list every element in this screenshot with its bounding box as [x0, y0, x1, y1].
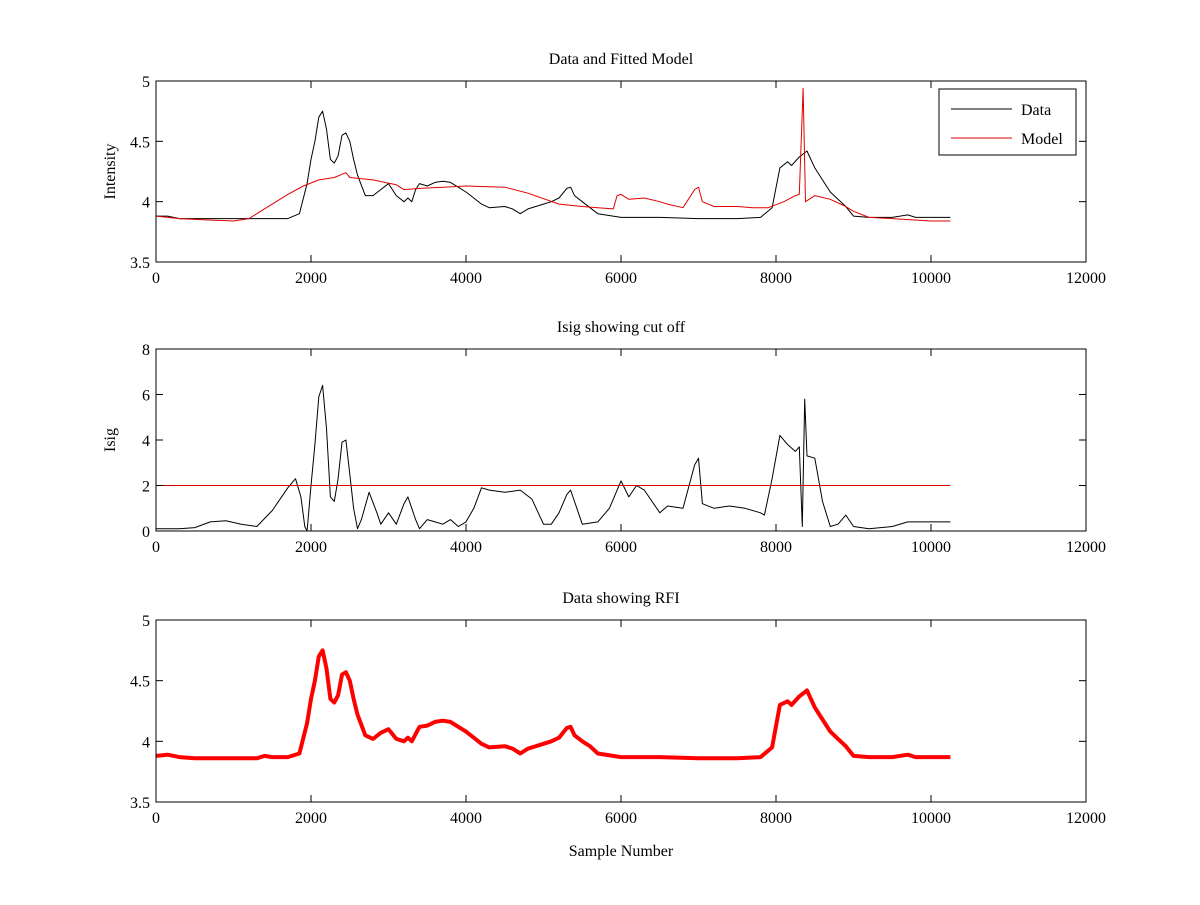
x-tick-label: 4000 [450, 539, 482, 556]
subplot-1: 0 2000 4000 6000 8000 10000 12000 3.5 4 4.5 5 Data … [102, 51, 1106, 287]
x-tick-label: 0 [152, 810, 160, 827]
y-tick-label: 3.5 [130, 795, 150, 812]
y-tick-label: 6 [142, 388, 150, 405]
y-tick-label: 4 [142, 433, 150, 450]
x-tick-label: 8000 [760, 539, 792, 556]
x-tick-label: 2000 [295, 270, 327, 287]
x-tick-label: 4000 [450, 810, 482, 827]
x-axis-label: Sample Number [569, 843, 674, 860]
axes-box [155, 348, 1087, 532]
y-axis-label: Isig [102, 428, 119, 452]
chart-title: Isig showing cut off [557, 319, 686, 336]
x-tick-label: 0 [152, 270, 160, 287]
y-axis-label: Intensity [102, 144, 119, 200]
y-tick-label: 8 [142, 342, 150, 359]
chart-title: Data and Fitted Model [549, 51, 694, 68]
series-line-1 [156, 384, 951, 531]
x-tick-label: 6000 [605, 270, 637, 287]
y-tick-label: 3.5 [130, 255, 150, 272]
y-tick-label: 5 [142, 74, 150, 91]
x-tick-label: 12000 [1066, 810, 1106, 827]
subplot-2: 0 2000 4000 6000 8000 10000 12000 0 2 4 6 8 Isig sho… [102, 319, 1106, 556]
y-tick-label: 4 [142, 195, 150, 212]
y-tick-label: 0 [142, 524, 150, 541]
x-tick-label: 12000 [1066, 270, 1106, 287]
series-line-1 [156, 648, 951, 761]
x-tick-label: 2000 [295, 539, 327, 556]
legend-box [938, 88, 1077, 156]
y-tick-label: 2 [142, 479, 150, 496]
legend-label-data: Data [1021, 102, 1051, 119]
x-tick-label: 10000 [911, 539, 951, 556]
x-tick-label: 6000 [605, 810, 637, 827]
x-tick-label: 2000 [295, 810, 327, 827]
legend-label-model: Model [1021, 131, 1063, 148]
x-tick-label: 8000 [760, 270, 792, 287]
x-tick-label: 4000 [450, 270, 482, 287]
chart-title: Data showing RFI [562, 590, 679, 607]
x-tick-label: 10000 [911, 270, 951, 287]
x-tick-label: 10000 [911, 810, 951, 827]
x-tick-label: 6000 [605, 539, 637, 556]
subplot-3: 0 2000 4000 6000 8000 10000 12000 3.5 4 4.5 5 Data … [130, 590, 1106, 860]
y-tick-label: 5 [142, 613, 150, 630]
series-data-line [156, 110, 951, 220]
series-model-line [156, 87, 951, 222]
y-tick-label: 4.5 [130, 134, 150, 151]
y-tick-label: 4.5 [130, 674, 150, 691]
x-tick-label: 12000 [1066, 539, 1106, 556]
x-tick-label: 8000 [760, 810, 792, 827]
axes-box [155, 619, 1087, 803]
x-tick-label: 0 [152, 539, 160, 556]
legend: Data Model [938, 88, 1077, 156]
y-tick-label: 4 [142, 734, 150, 751]
